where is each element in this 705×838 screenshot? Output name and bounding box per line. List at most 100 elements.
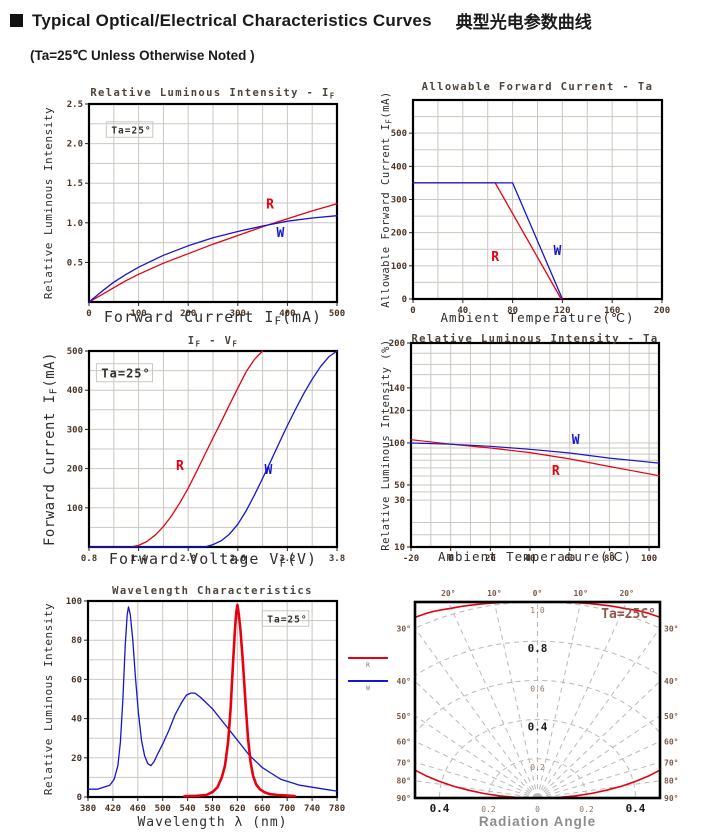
svg-text:80°: 80° xyxy=(664,777,678,786)
svg-text:Wavelength λ (nm): Wavelength λ (nm) xyxy=(137,815,287,830)
svg-text:Wavelength Characteristics: Wavelength Characteristics xyxy=(112,585,313,597)
svg-text:200: 200 xyxy=(389,339,405,349)
svg-text:700: 700 xyxy=(279,804,295,814)
svg-text:660: 660 xyxy=(254,804,270,814)
svg-text:580: 580 xyxy=(204,804,220,814)
svg-text:0: 0 xyxy=(86,309,91,319)
svg-text:400: 400 xyxy=(279,309,295,319)
svg-text:60°: 60° xyxy=(397,737,411,746)
svg-text:380: 380 xyxy=(80,804,96,814)
chart-wavelength-characteristics: 380 420 460 500 540 580 620 660 700 740 780 0 20 40 60… xyxy=(30,578,395,838)
svg-text:0.2: 0.2 xyxy=(481,805,496,814)
svg-text:0.6: 0.6 xyxy=(530,684,545,693)
svg-text:40°: 40° xyxy=(397,677,411,686)
svg-text:3.2: 3.2 xyxy=(279,554,295,564)
svg-text:100: 100 xyxy=(389,439,405,449)
svg-text:60: 60 xyxy=(564,554,575,564)
svg-text:100: 100 xyxy=(391,262,407,272)
svg-text:0: 0 xyxy=(410,306,415,316)
svg-text:Forward Current IF(mA): Forward Current IF(mA) xyxy=(42,352,59,546)
svg-text:Forward Voltage VF(V): Forward Voltage VF(V) xyxy=(109,550,317,569)
svg-text:40: 40 xyxy=(457,306,468,316)
svg-text:500: 500 xyxy=(329,309,345,319)
svg-text:40°: 40° xyxy=(664,677,678,686)
svg-text:50: 50 xyxy=(394,481,405,491)
svg-text:20: 20 xyxy=(71,754,82,764)
svg-text:0.4: 0.4 xyxy=(430,802,450,815)
svg-text:60°: 60° xyxy=(664,737,678,746)
svg-text:20°: 20° xyxy=(619,589,633,598)
svg-text:70°: 70° xyxy=(397,758,411,767)
page-title-chinese: 典型光电参数曲线 xyxy=(455,13,592,33)
svg-text:70°: 70° xyxy=(664,758,678,767)
svg-text:160: 160 xyxy=(604,306,620,316)
svg-text:100: 100 xyxy=(67,504,83,514)
allowable_if_ta-svg: 0 40 80 120 160 2000100200300400500Allowable … xyxy=(380,81,670,325)
bullet-square-icon xyxy=(10,14,23,27)
svg-text:0.5: 0.5 xyxy=(67,258,83,268)
svg-text:200: 200 xyxy=(391,229,407,239)
svg-text:1.5: 1.5 xyxy=(67,179,83,189)
svg-text:620: 620 xyxy=(229,804,245,814)
svg-text:0: 0 xyxy=(402,295,407,305)
svg-text:-20: -20 xyxy=(403,554,419,564)
svg-text:30: 30 xyxy=(394,496,405,506)
svg-text:1.0: 1.0 xyxy=(67,219,83,229)
svg-text:120: 120 xyxy=(389,406,405,416)
svg-text:W: W xyxy=(572,433,580,448)
svg-text:120: 120 xyxy=(554,306,570,316)
svg-text:100: 100 xyxy=(66,597,82,607)
svg-text:0.4: 0.4 xyxy=(626,802,646,815)
svg-text:200: 200 xyxy=(654,306,670,316)
svg-text:Allowable Forward Current IF(m: Allowable Forward Current IF(mA) xyxy=(380,91,393,308)
svg-text:200: 200 xyxy=(180,309,196,319)
svg-text:1.0: 1.0 xyxy=(530,606,545,615)
svg-text:50°: 50° xyxy=(397,712,411,721)
svg-text:30°: 30° xyxy=(397,624,411,633)
svg-text:Relative Luminous Intensity: Relative Luminous Intensity xyxy=(42,107,55,299)
chart-allowable-forward-current-ta: 0 40 80 120 160 200 0 100 200 300 400 500 Allowable … xyxy=(373,78,705,330)
svg-text:40: 40 xyxy=(525,554,536,564)
svg-text:Relative Luminous Intensity -: Relative Luminous Intensity - IF xyxy=(90,87,335,100)
svg-text:60: 60 xyxy=(71,675,82,685)
svg-text:Allowable Forward Current - Ta: Allowable Forward Current - Ta xyxy=(422,81,654,93)
svg-text:2.6: 2.6 xyxy=(230,554,246,564)
svg-text:10°: 10° xyxy=(487,589,501,598)
svg-text:1.4: 1.4 xyxy=(130,554,147,564)
svg-text:140: 140 xyxy=(389,384,405,394)
svg-text:400: 400 xyxy=(67,386,83,396)
svg-text:0.8: 0.8 xyxy=(81,554,97,564)
svg-text:Relative Luminous Intensity (%: Relative Luminous Intensity (%) xyxy=(380,339,392,550)
if_vf-svg: 0.8 1.4 2.0 2.6 3.2 3.8 100 200 300 400 500 IF - VF… xyxy=(42,335,345,569)
svg-text:200: 200 xyxy=(67,465,83,475)
svg-text:0: 0 xyxy=(448,554,453,564)
radiation-svg: 0° 10° 10° 20° 20° 30° 30° 40° 40° 50° 50° 60° 60° 70… xyxy=(397,589,679,829)
svg-text:R: R xyxy=(491,250,499,265)
svg-text:2.5: 2.5 xyxy=(67,100,83,110)
svg-text:100: 100 xyxy=(641,554,657,564)
svg-text:0: 0 xyxy=(535,805,540,814)
chart-radiation-angle: 0° 10° 10° 20° 20° 30° 30° 40° 40° 50° 50° 60° 60° 70… xyxy=(395,578,705,838)
svg-text:R: R xyxy=(176,459,184,474)
svg-text:Forward Current IF(mA): Forward Current IF(mA) xyxy=(104,308,322,327)
svg-text:300: 300 xyxy=(67,425,83,435)
chart-if-vf: 0.8 1.4 2.0 2.6 3.2 3.8 100 200 300 400 500 IF - VF… xyxy=(30,330,375,573)
svg-text:300: 300 xyxy=(391,196,407,206)
svg-text:Ta=25°: Ta=25° xyxy=(267,614,307,625)
svg-text:2.0: 2.0 xyxy=(180,554,196,564)
svg-text:Ta=25°: Ta=25° xyxy=(101,367,150,381)
page-header: Typical Optical/Electrical Characteristi… xyxy=(10,8,700,33)
svg-text:R: R xyxy=(366,661,370,669)
svg-text:0.8: 0.8 xyxy=(528,642,548,655)
intensity_ta-svg: -20 0 20 40 60 80 100200140120100503010Relativ… xyxy=(380,333,661,564)
svg-text:460: 460 xyxy=(130,804,146,814)
svg-text:80°: 80° xyxy=(397,777,411,786)
svg-text:Relative Luminous Intensity -: Relative Luminous Intensity - Ta xyxy=(411,333,658,345)
svg-text:Ta=25C°: Ta=25C° xyxy=(601,607,656,622)
svg-text:Ambient Temperature(℃): Ambient Temperature(℃) xyxy=(438,549,632,564)
svg-text:740: 740 xyxy=(304,804,320,814)
svg-text:500: 500 xyxy=(67,347,83,357)
svg-text:R: R xyxy=(552,464,560,479)
svg-text:30°: 30° xyxy=(664,624,678,633)
svg-text:Radiation Angle: Radiation Angle xyxy=(479,814,596,829)
